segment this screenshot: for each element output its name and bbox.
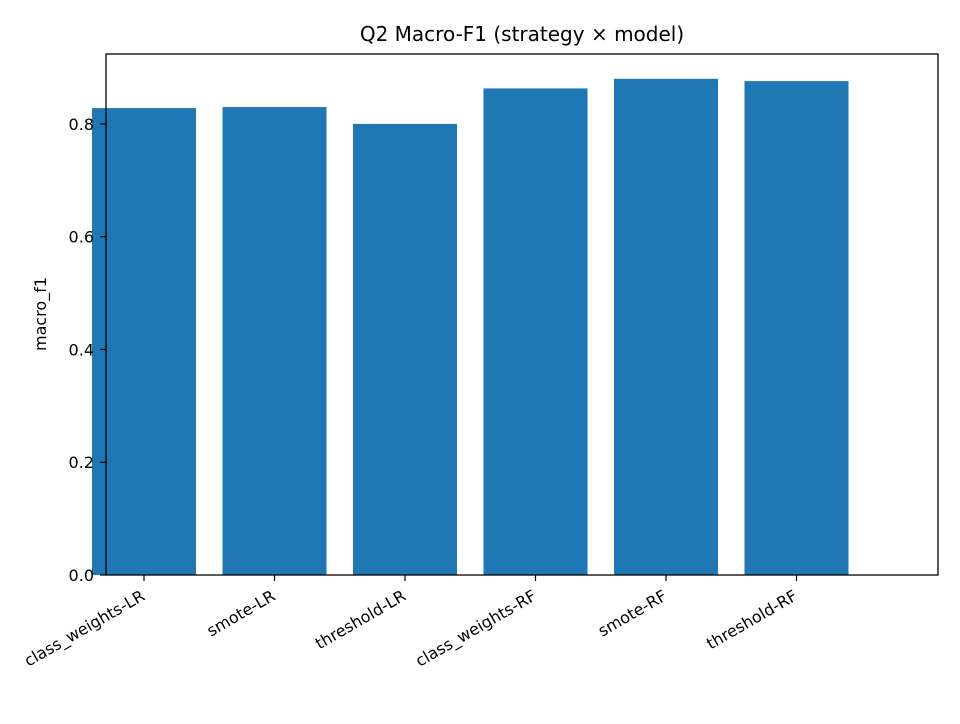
bar-class_weights-RF xyxy=(483,88,588,576)
y-tick-label: 0.8 xyxy=(69,115,94,134)
chart-title: Q2 Macro-F1 (strategy × model) xyxy=(360,22,684,46)
y-axis-label: macro_f1 xyxy=(31,277,51,351)
y-tick-label: 0.2 xyxy=(69,453,94,472)
y-axis-ticks: 0.0 0.2 0.4 0.6 0.8 xyxy=(69,115,106,585)
bar-threshold-LR xyxy=(353,123,457,576)
y-tick-label: 0.4 xyxy=(69,340,94,359)
bars-group xyxy=(92,78,849,576)
y-tick-label: 0.6 xyxy=(69,228,94,247)
bar-threshold-RF xyxy=(744,81,849,575)
bar-smote-RF xyxy=(614,78,718,576)
bar-smote-LR xyxy=(222,107,327,575)
y-tick-label: 0.0 xyxy=(69,566,94,585)
bar-class_weights-LR xyxy=(92,108,196,575)
plot-frame xyxy=(105,53,939,576)
